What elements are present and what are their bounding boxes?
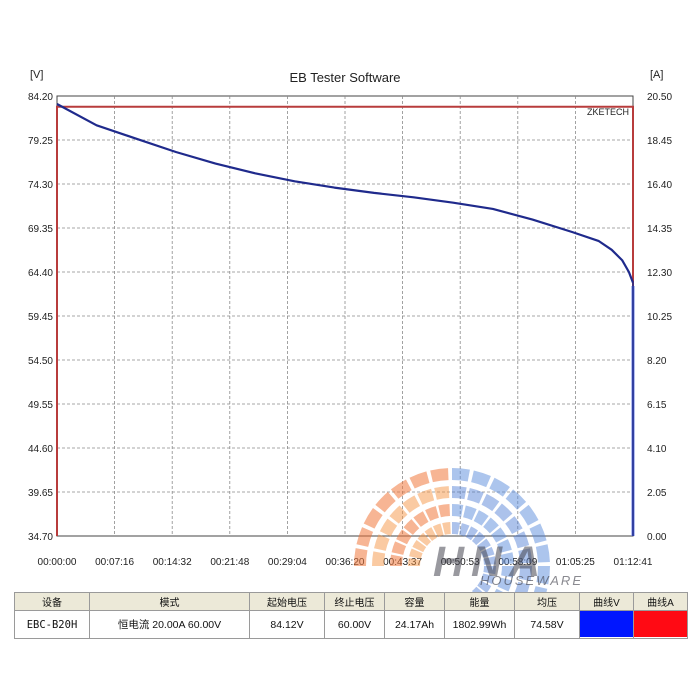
y-left-tick-label: 64.40 (28, 268, 53, 279)
y-left-tick-label: 49.55 (28, 400, 53, 411)
header-capacity: 容量 (384, 592, 445, 611)
avg-voltage-value: 74.58V (514, 610, 580, 639)
capacity-value: 24.17Ah (384, 610, 445, 639)
x-tick-label: 00:43:37 (383, 557, 422, 568)
header-energy: 能量 (444, 592, 515, 611)
y-right-tick-label: 6.15 (647, 400, 667, 411)
x-tick-label: 00:21:48 (210, 557, 249, 568)
y-left-tick-label: 59.45 (28, 312, 53, 323)
series-voltage-line (56, 103, 635, 284)
y-right-tick-label: 4.10 (647, 444, 667, 455)
end-voltage-value: 60.00V (324, 610, 385, 639)
chart-title: EB Tester Software (289, 70, 400, 85)
curve-a-swatch[interactable] (633, 610, 688, 639)
x-tick-label: 00:36:20 (326, 557, 365, 568)
y-right-tick-label: 8.20 (647, 356, 667, 367)
summary-table: 设备 模式 起始电压 终止电压 容量 能量 均压 曲线V 曲线A EBC-B20… (14, 592, 688, 639)
y-right-tick-label: 12.30 (647, 268, 672, 279)
x-axis: 00:00:00 00:07:16 00:14:32 00:21:48 00:29:04… (38, 557, 653, 568)
curve-v-swatch[interactable] (579, 610, 634, 639)
y-right-tick-label: 0.00 (647, 532, 667, 543)
x-tick-label: 00:00:00 (38, 557, 77, 568)
start-voltage-value: 84.12V (249, 610, 325, 639)
y-left-tick-label: 54.50 (28, 356, 53, 367)
x-tick-label: 00:29:04 (268, 557, 307, 568)
header-curve-a[interactable]: 曲线A (633, 592, 688, 611)
brand-tag: ZKETECH (587, 107, 629, 117)
y-left-tick-label: 39.65 (28, 488, 53, 499)
header-mode: 模式 (89, 592, 250, 611)
header-avg-voltage: 均压 (514, 592, 580, 611)
y-right-tick-label: 14.35 (647, 224, 672, 235)
grid (57, 96, 633, 536)
y-right-axis: 20.50 18.45 16.40 14.35 12.30 10.25 8.20 6.15 4.… (647, 92, 672, 543)
device-value: EBC-B20H (14, 610, 90, 639)
header-start-voltage: 起始电压 (249, 592, 325, 611)
x-tick-label: 00:50:53 (441, 557, 480, 568)
header-curve-v[interactable]: 曲线V (579, 592, 634, 611)
series-current-line (56, 105, 634, 536)
x-tick-label: 00:14:32 (153, 557, 192, 568)
x-tick-label: 01:12:41 (614, 557, 653, 568)
y-left-tick-label: 74.30 (28, 180, 53, 191)
table-row: EBC-B20H 恒电流 20.00A 60.00V 84.12V 60.00V… (14, 610, 688, 639)
header-end-voltage: 终止电压 (324, 592, 385, 611)
y-right-tick-label: 18.45 (647, 136, 672, 147)
y-left-tick-label: 44.60 (28, 444, 53, 455)
y-right-tick-label: 10.25 (647, 312, 672, 323)
series (56, 103, 635, 536)
watermark-subtext: HOUSEWARE (480, 573, 583, 588)
mode-value: 恒电流 20.00A 60.00V (89, 610, 250, 639)
header-device: 设备 (14, 592, 90, 611)
y-right-tick-label: 20.50 (647, 92, 672, 103)
energy-value: 1802.99Wh (444, 610, 515, 639)
x-tick-label: 01:05:25 (556, 557, 595, 568)
table-header-row: 设备 模式 起始电压 终止电压 容量 能量 均压 曲线V 曲线A (14, 592, 688, 611)
x-tick-label: 00:07:16 (95, 557, 134, 568)
y-left-tick-label: 69.35 (28, 224, 53, 235)
y-right-unit: [A] (650, 69, 663, 81)
watermark-text: HNA (433, 538, 548, 586)
y-left-tick-label: 79.25 (28, 136, 53, 147)
x-tick-label: 00:58:09 (498, 557, 537, 568)
y-left-unit: [V] (30, 69, 43, 81)
y-right-tick-label: 16.40 (647, 180, 672, 191)
y-left-tick-label: 84.20 (28, 92, 53, 103)
y-left-axis: 84.20 79.25 74.30 69.35 64.40 59.45 54.50 49.55… (28, 92, 53, 543)
y-right-tick-label: 2.05 (647, 488, 667, 499)
y-left-tick-label: 34.70 (28, 532, 53, 543)
